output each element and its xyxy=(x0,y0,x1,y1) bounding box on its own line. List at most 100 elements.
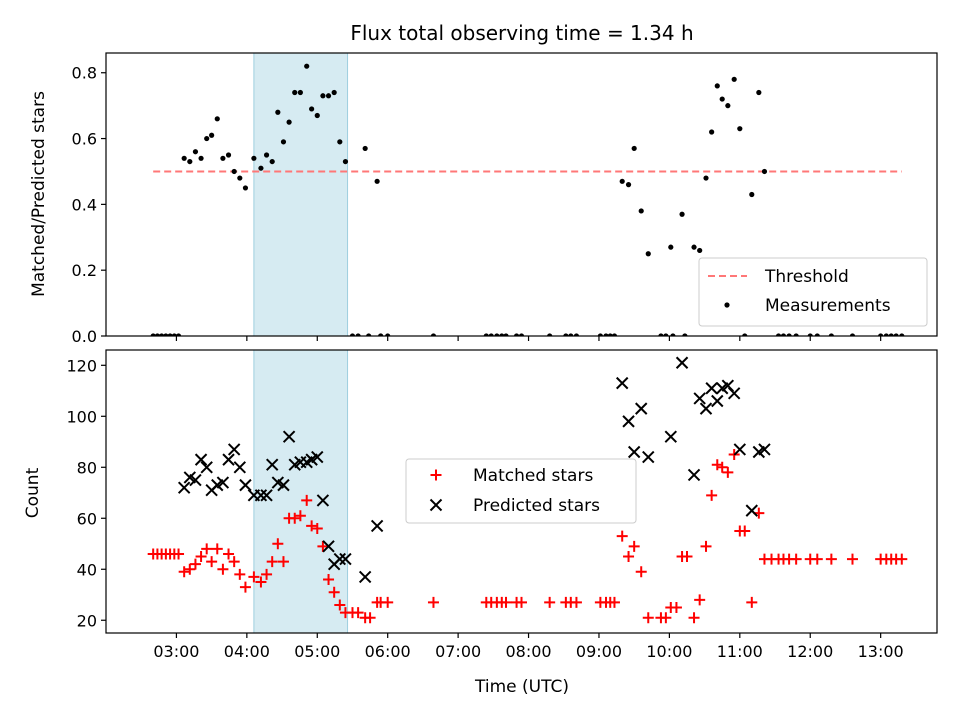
matched-point xyxy=(323,573,335,585)
measurement-point xyxy=(611,333,618,336)
predicted-point xyxy=(615,376,629,390)
matched-point xyxy=(694,594,706,606)
measurement-point xyxy=(154,333,161,336)
measurement-point xyxy=(314,112,320,119)
measurement-point xyxy=(719,96,725,102)
measurement-point xyxy=(828,333,834,336)
measurement-point xyxy=(209,132,215,138)
legend-predicted-label: Predicted stars xyxy=(473,496,600,516)
measurement-point xyxy=(342,158,349,165)
measurement-point xyxy=(878,333,884,336)
measurement-point xyxy=(749,191,755,198)
measurement-point xyxy=(888,333,894,336)
predicted-point xyxy=(316,494,330,507)
measurement-point xyxy=(171,333,177,336)
y-tick-label: 40 xyxy=(77,560,97,579)
predicted-point xyxy=(194,453,208,466)
measurement-point xyxy=(682,333,688,336)
predicted-point xyxy=(358,570,372,584)
measurement-point xyxy=(568,333,574,336)
matched-point xyxy=(570,596,582,608)
measurement-point xyxy=(297,89,303,96)
matched-point xyxy=(234,568,246,580)
bottom-legend: Matched stars Predicted stars xyxy=(405,458,637,524)
measurement-point xyxy=(374,178,380,184)
matched-point xyxy=(334,599,346,611)
measurement-point xyxy=(331,89,337,96)
measurement-point xyxy=(366,333,372,336)
matched-point xyxy=(211,543,223,555)
measurement-point xyxy=(893,333,899,336)
matched-point xyxy=(516,596,527,608)
measurement-point xyxy=(214,116,220,122)
predicted-point xyxy=(177,481,191,494)
measurement-point xyxy=(304,63,310,69)
matched-point xyxy=(716,461,728,473)
measurement-point xyxy=(756,89,762,96)
predicted-point xyxy=(189,473,202,487)
matched-point xyxy=(846,553,858,565)
x-tick-label: 08:00 xyxy=(505,642,551,661)
measurement-point xyxy=(483,333,489,336)
matched-point xyxy=(635,566,647,578)
matched-point xyxy=(811,553,823,565)
matched-point xyxy=(722,466,734,478)
measurement-point xyxy=(292,89,298,96)
x-tick-label: 03:00 xyxy=(153,642,199,661)
x-axis-label: Time (UTC) xyxy=(474,677,569,697)
predicted-point xyxy=(642,450,655,464)
predicted-point xyxy=(233,461,247,474)
measurement-point xyxy=(631,145,637,152)
matched-point xyxy=(328,586,340,598)
matched-point xyxy=(623,551,635,563)
measurement-point xyxy=(597,333,603,336)
predicted-point xyxy=(687,468,701,482)
matched-point xyxy=(277,556,289,568)
measurement-point xyxy=(275,109,281,115)
measurement-point xyxy=(503,333,509,336)
bottom-plot-area xyxy=(147,350,908,633)
measurement-point xyxy=(775,333,782,336)
observing-window-span xyxy=(253,53,349,336)
matched-point xyxy=(248,571,260,583)
matched-point xyxy=(306,520,318,532)
top-y-axis-label: Matched/Predicted stars xyxy=(29,91,49,297)
measurement-point xyxy=(349,333,356,336)
predicted-point xyxy=(711,394,724,408)
measurement-point xyxy=(286,119,292,125)
measurement-point xyxy=(362,145,368,152)
predicted-point xyxy=(260,489,273,502)
matched-point xyxy=(364,612,376,624)
measurement-point xyxy=(204,135,210,142)
x-tick-label: 09:00 xyxy=(576,642,622,661)
matched-point xyxy=(746,596,758,608)
bottom-axes-frame xyxy=(105,349,938,634)
measurement-point xyxy=(430,333,437,336)
matched-point xyxy=(681,551,693,563)
measurement-point xyxy=(242,185,249,191)
predicted-point xyxy=(627,445,641,459)
measurement-point xyxy=(280,139,287,145)
predicted-point xyxy=(664,430,678,443)
predicted-point xyxy=(239,478,252,492)
predicted-point xyxy=(254,489,268,502)
measurement-point xyxy=(786,333,792,336)
legend-measurements-swatch xyxy=(724,302,730,308)
measurement-point xyxy=(899,333,905,336)
measurement-point xyxy=(325,93,332,99)
measurement-point xyxy=(638,208,644,214)
measurement-point xyxy=(355,333,361,336)
predicted-point xyxy=(693,392,706,405)
predicted-point xyxy=(277,478,290,492)
measurement-point xyxy=(258,165,264,171)
matched-point xyxy=(301,494,313,506)
x-tick-label: 04:00 xyxy=(224,642,270,661)
matched-point xyxy=(195,551,207,563)
matched-point xyxy=(272,538,284,550)
measurement-point xyxy=(198,155,204,161)
measurement-point xyxy=(807,333,813,336)
predicted-point xyxy=(699,402,713,415)
matched-point xyxy=(294,510,306,522)
measurement-point xyxy=(714,83,720,89)
